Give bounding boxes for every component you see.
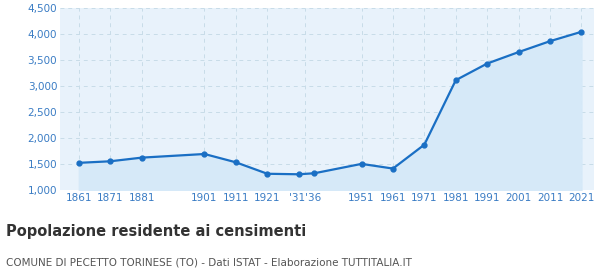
Text: COMUNE DI PECETTO TORINESE (TO) - Dati ISTAT - Elaborazione TUTTITALIA.IT: COMUNE DI PECETTO TORINESE (TO) - Dati I… xyxy=(6,258,412,268)
Text: Popolazione residente ai censimenti: Popolazione residente ai censimenti xyxy=(6,224,306,239)
